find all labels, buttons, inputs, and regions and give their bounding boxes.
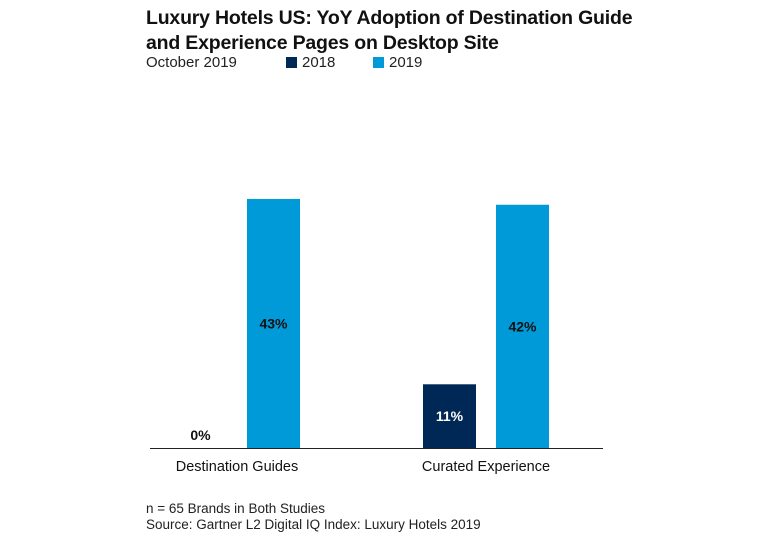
chart-title: Luxury Hotels US: YoY Adoption of Destin… — [146, 6, 633, 56]
data-label-destination-guides-2018: 0% — [190, 427, 211, 443]
data-label-curated-experience-2019: 42% — [508, 318, 537, 334]
legend-swatch-2019 — [373, 57, 384, 68]
legend-swatch-2018 — [286, 57, 297, 68]
chart-title-line-2: and Experience Pages on Desktop Site — [146, 32, 499, 54]
data-label-destination-guides-2019: 43% — [259, 315, 288, 331]
source-note: Source: Gartner L2 Digital IQ Index: Lux… — [146, 517, 481, 532]
sample-size-note: n = 65 Brands in Both Studies — [146, 501, 325, 516]
legend-label-2018: 2018 — [302, 54, 336, 71]
chart-subtitle: October 2019 — [146, 54, 237, 71]
data-label-curated-experience-2018: 11% — [436, 408, 464, 424]
legend-item-2018: 2018 — [286, 54, 335, 72]
chart-title-line-1: Luxury Hotels US: YoY Adoption of Destin… — [146, 7, 633, 29]
category-label-destination-guides: Destination Guides — [176, 459, 299, 475]
bar-destination-guides-2019 — [247, 198, 300, 448]
bar-curated-experience-2019 — [496, 204, 549, 448]
legend-label-2019: 2019 — [389, 54, 423, 71]
bar-curated-experience-2018 — [423, 384, 476, 448]
legend-item-2019: 2019 — [373, 54, 422, 72]
category-label-curated-experience: Curated Experience — [422, 459, 550, 475]
